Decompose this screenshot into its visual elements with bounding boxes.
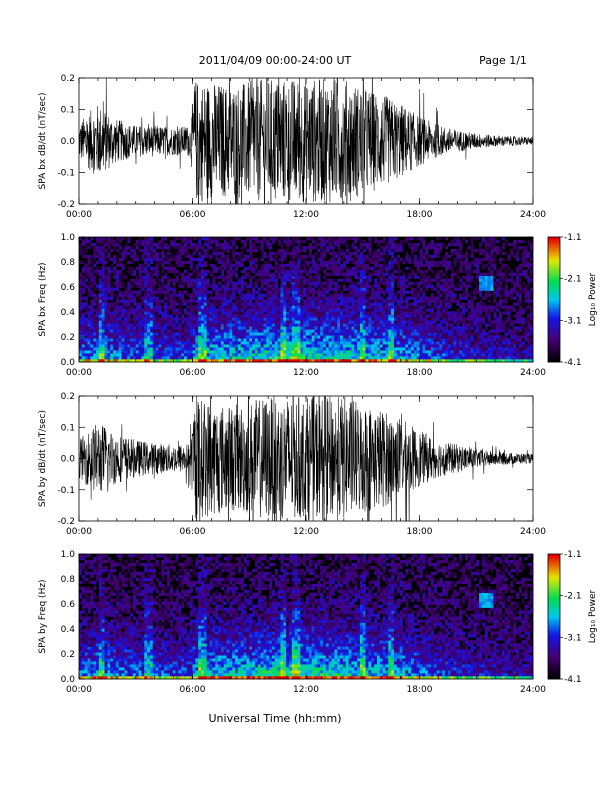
x-tick-label: 24:00 [520, 685, 546, 695]
x-tick-label: 06:00 [180, 527, 206, 537]
x-tick-label: 12:00 [293, 368, 319, 378]
y-tick-label: 0.0 [61, 137, 76, 147]
colorbar: -1.1 -2.1 -3.1 -4.1 Log₁₀ Power [547, 550, 598, 685]
x-tick-label: 00:00 [66, 210, 92, 220]
y-tick-label: 0.2 [61, 74, 75, 84]
x-tick-label: 06:00 [180, 210, 206, 220]
x-tick-label: 24:00 [520, 210, 546, 220]
y-tick-label: 0.2 [61, 392, 75, 402]
colorbar-tick-label: -4.1 [564, 675, 582, 685]
x-tick-label: 00:00 [66, 368, 92, 378]
colorbar-frame [547, 236, 561, 363]
y-tick-label: 0.0 [61, 455, 76, 465]
page-indicator: Page 1/1 [479, 54, 527, 67]
y-tick-label: 0.4 [61, 308, 76, 318]
date-range-title: 2011/04/09 00:00-24:00 UT [199, 54, 352, 67]
y-tick-label: 0.6 [61, 283, 76, 293]
x-tick-label: 12:00 [293, 685, 319, 695]
y-tick-label: 0.8 [61, 258, 76, 268]
x-tick-label: 06:00 [180, 685, 206, 695]
y-tick-label: 0.1 [61, 106, 75, 116]
spectrogram-cells [79, 554, 534, 680]
bx-spectrogram-panel: 00:00 06:00 12:00 18:00 24:00 0.0 0.2 0.4 0.6 0.8… [38, 233, 598, 378]
colorbar-tick-label: -3.1 [564, 633, 582, 643]
y-tick-label: 0.2 [61, 650, 75, 660]
y-tick-label: -0.2 [57, 517, 75, 527]
x-tick-label: 18:00 [407, 527, 433, 537]
x-tick-label: 12:00 [293, 527, 319, 537]
y-axis-label: SPA bx Freq (Hz) [38, 262, 48, 336]
x-tick-label: 12:00 [293, 210, 319, 220]
signal-trace [79, 78, 533, 204]
y-axis-label: SPA by Freq (Hz) [38, 579, 48, 653]
y-tick-label: -0.2 [57, 200, 75, 210]
x-tick-label: 00:00 [66, 685, 92, 695]
y-axis-label: SPA by dB/dt (nT/sec) [38, 410, 48, 507]
y-axis-label: SPA bx dB/dt (nT/sec) [38, 93, 48, 190]
y-tick-label: 1.0 [61, 550, 76, 560]
colorbar-tick-label: -3.1 [564, 316, 582, 326]
y-tick-label: 0.2 [61, 333, 75, 343]
y-tick-label: 0.0 [61, 675, 76, 685]
x-tick-label: 00:00 [66, 527, 92, 537]
x-tick-label: 18:00 [407, 210, 433, 220]
colorbar-tick-label: -1.1 [564, 233, 582, 243]
colorbar-tick-label: -1.1 [564, 550, 582, 560]
y-tick-label: 0.6 [61, 600, 76, 610]
colorbar-label: Log₁₀ Power [588, 590, 598, 644]
y-tick-label: 0.0 [61, 358, 76, 368]
y-tick-label: -0.1 [57, 169, 75, 179]
y-tick-label: 0.4 [61, 625, 76, 635]
signal-trace [79, 396, 533, 521]
x-tick-label: 18:00 [407, 685, 433, 695]
y-tick-label: 0.1 [61, 423, 75, 433]
colorbar-tick-label: -2.1 [564, 592, 582, 602]
bx-timeseries-panel: 00:00 06:00 12:00 18:00 24:00 -0.2 -0.1 0.0 0.1 0… [38, 74, 546, 220]
x-tick-label: 06:00 [180, 368, 206, 378]
x-tick-label: 24:00 [520, 527, 546, 537]
x-tick-label: 18:00 [407, 368, 433, 378]
x-tick-label: 24:00 [520, 368, 546, 378]
by-timeseries-panel: 00:00 06:00 12:00 18:00 24:00 -0.2 -0.1 0.0 0.1 0… [38, 392, 546, 537]
colorbar-tick-label: -4.1 [564, 358, 582, 368]
y-tick-label: 0.8 [61, 575, 76, 585]
y-tick-label: 1.0 [61, 233, 76, 243]
spectrogram-cells [79, 237, 534, 363]
colorbar-tick-label: -2.1 [564, 275, 582, 285]
colorbar-frame [547, 553, 561, 680]
colorbar-label: Log₁₀ Power [588, 273, 598, 327]
colorbar: -1.1 -2.1 -3.1 -4.1 Log₁₀ Power [547, 233, 598, 368]
x-axis-title: Universal Time (hh:mm) [209, 712, 342, 725]
y-tick-label: -0.1 [57, 486, 75, 496]
by-spectrogram-panel: 00:00 06:00 12:00 18:00 24:00 0.0 0.2 0.4 0.6 0.8… [38, 550, 598, 695]
